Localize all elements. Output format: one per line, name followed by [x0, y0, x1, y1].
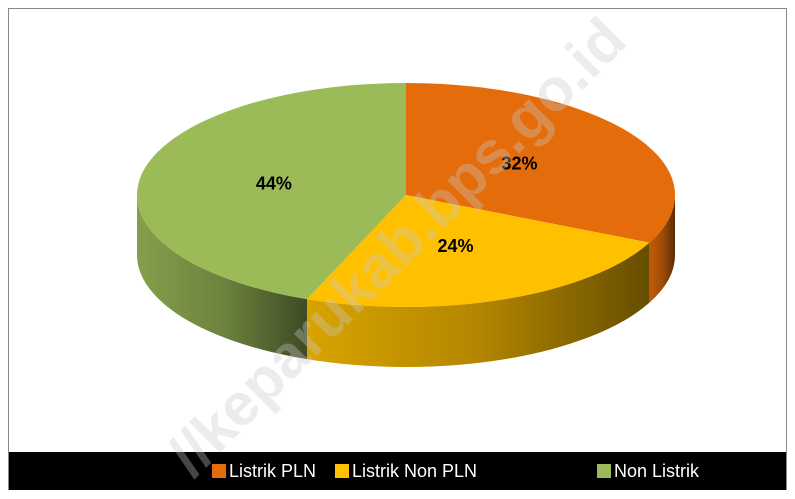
slice [406, 83, 675, 243]
legend-swatch [212, 464, 226, 478]
legend-bar [9, 452, 786, 490]
slice-side-shade [649, 195, 675, 303]
legend: Listrik PLN Listrik Non PLN Non Listrik [212, 461, 700, 481]
slice-side-shade [306, 242, 650, 367]
data-label: 24% [437, 236, 473, 256]
legend-swatch [597, 464, 611, 478]
data-label: 44% [256, 173, 292, 193]
legend-swatch [335, 464, 349, 478]
legend-label: Non Listrik [614, 461, 700, 481]
data-label: 32% [502, 154, 538, 174]
legend-label: Listrik Non PLN [352, 461, 477, 481]
pie: 32% 24% 44% [136, 83, 675, 367]
slice-side-shade [137, 195, 307, 360]
legend-label: Listrik PLN [229, 461, 316, 481]
slice [306, 195, 650, 308]
slice [136, 83, 406, 300]
